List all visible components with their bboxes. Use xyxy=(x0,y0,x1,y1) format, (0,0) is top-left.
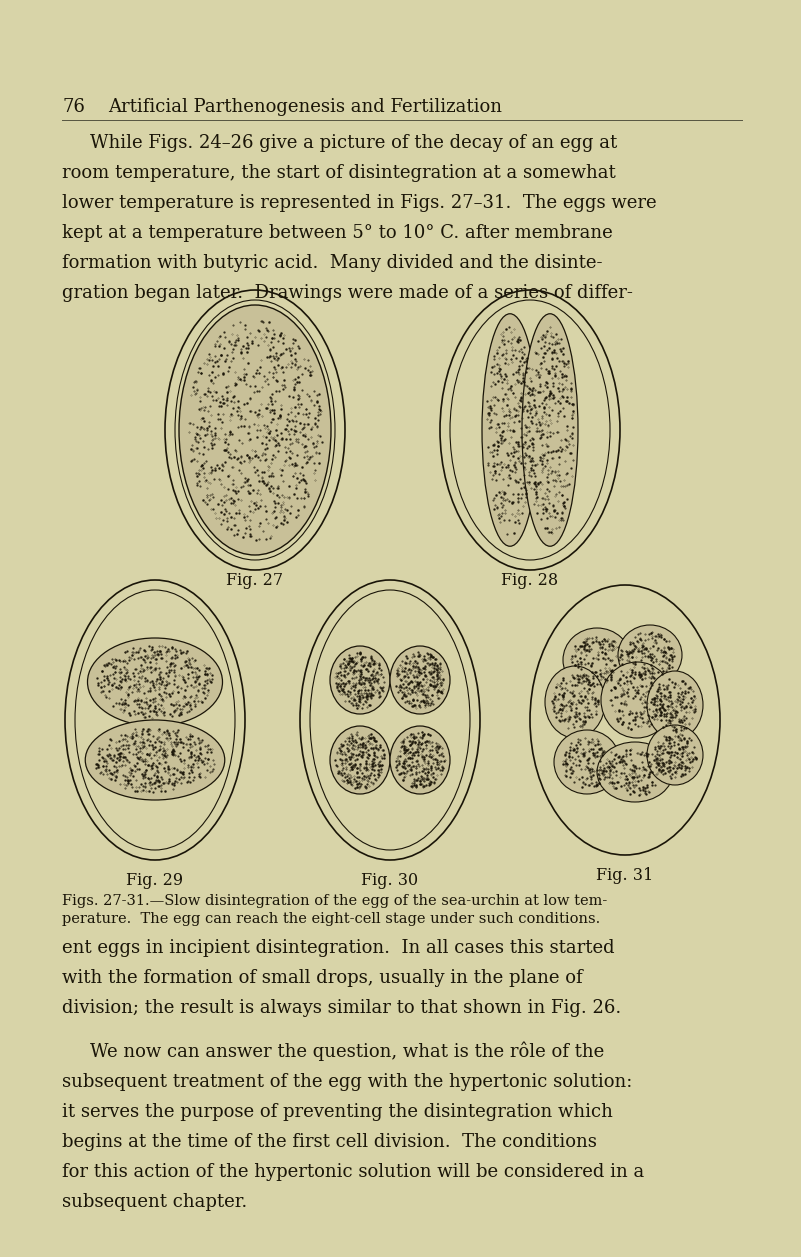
Text: division; the result is always similar to that shown in Fig. 26.: division; the result is always similar t… xyxy=(62,999,622,1017)
Text: Fig. 29: Fig. 29 xyxy=(127,872,183,889)
Text: Fig. 27: Fig. 27 xyxy=(227,572,284,590)
Text: perature.  The egg can reach the eight-cell stage under such conditions.: perature. The egg can reach the eight-ce… xyxy=(62,913,600,926)
Text: Figs. 27-31.—Slow disintegration of the egg of the sea-urchin at low tem-: Figs. 27-31.—Slow disintegration of the … xyxy=(62,894,607,908)
Ellipse shape xyxy=(522,314,578,547)
Ellipse shape xyxy=(618,625,682,685)
Ellipse shape xyxy=(390,646,450,714)
Ellipse shape xyxy=(530,585,720,855)
Text: Artificial Parthenogenesis and Fertilization: Artificial Parthenogenesis and Fertiliza… xyxy=(108,98,502,116)
Ellipse shape xyxy=(563,628,631,693)
Ellipse shape xyxy=(597,742,673,802)
Text: for this action of the hypertonic solution will be considered in a: for this action of the hypertonic soluti… xyxy=(62,1163,644,1182)
Text: kept at a temperature between 5° to 10° C. after membrane: kept at a temperature between 5° to 10° … xyxy=(62,224,613,243)
Text: subsequent treatment of the egg with the hypertonic solution:: subsequent treatment of the egg with the… xyxy=(62,1073,632,1091)
Text: subsequent chapter.: subsequent chapter. xyxy=(62,1193,248,1210)
Ellipse shape xyxy=(647,671,703,739)
Text: 76: 76 xyxy=(62,98,85,116)
Text: it serves the purpose of preventing the disintegration which: it serves the purpose of preventing the … xyxy=(62,1102,613,1121)
Text: ent eggs in incipient disintegration.  In all cases this started: ent eggs in incipient disintegration. In… xyxy=(62,939,614,957)
Ellipse shape xyxy=(85,720,225,799)
Text: gration began later.  Drawings were made of a series of differ-: gration began later. Drawings were made … xyxy=(62,284,633,302)
Ellipse shape xyxy=(482,314,538,547)
Text: begins at the time of the first cell division.  The conditions: begins at the time of the first cell div… xyxy=(62,1133,597,1151)
Ellipse shape xyxy=(87,639,223,727)
Ellipse shape xyxy=(647,725,703,786)
Ellipse shape xyxy=(601,662,673,738)
Text: Fig. 31: Fig. 31 xyxy=(597,867,654,884)
Text: While Figs. 24–26 give a picture of the decay of an egg at: While Figs. 24–26 give a picture of the … xyxy=(90,134,618,152)
Ellipse shape xyxy=(330,646,390,714)
Text: room temperature, the start of disintegration at a somewhat: room temperature, the start of disintegr… xyxy=(62,163,616,182)
Ellipse shape xyxy=(65,579,245,860)
Text: formation with butyric acid.  Many divided and the disinte-: formation with butyric acid. Many divide… xyxy=(62,254,602,272)
Text: Fig. 30: Fig. 30 xyxy=(361,872,419,889)
Ellipse shape xyxy=(179,305,331,556)
Text: lower temperature is represented in Figs. 27–31.  The eggs were: lower temperature is represented in Figs… xyxy=(62,194,657,212)
Ellipse shape xyxy=(545,666,605,738)
Ellipse shape xyxy=(165,290,345,569)
Ellipse shape xyxy=(440,290,620,569)
Ellipse shape xyxy=(554,730,620,794)
Text: Fig. 28: Fig. 28 xyxy=(501,572,558,590)
Text: We now can answer the question, what is the rôle of the: We now can answer the question, what is … xyxy=(90,1042,604,1061)
Ellipse shape xyxy=(390,727,450,794)
Ellipse shape xyxy=(330,727,390,794)
Ellipse shape xyxy=(300,579,480,860)
Text: with the formation of small drops, usually in the plane of: with the formation of small drops, usual… xyxy=(62,969,582,987)
